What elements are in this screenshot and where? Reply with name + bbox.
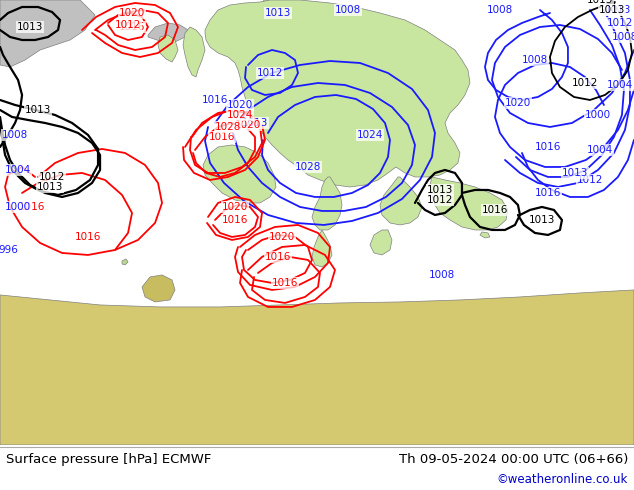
Polygon shape	[430, 177, 508, 230]
Polygon shape	[370, 230, 392, 255]
Text: 1020: 1020	[505, 98, 531, 108]
Polygon shape	[280, 93, 292, 110]
Text: 1020: 1020	[235, 120, 261, 130]
Text: 1016: 1016	[19, 202, 45, 212]
Text: 1013: 1013	[427, 185, 453, 195]
Text: 1016: 1016	[272, 278, 298, 288]
Text: 1016: 1016	[75, 232, 101, 242]
Polygon shape	[203, 145, 276, 203]
Text: 1013: 1013	[37, 182, 63, 192]
Text: 1024: 1024	[227, 110, 253, 120]
Polygon shape	[480, 232, 490, 238]
Polygon shape	[205, 0, 470, 187]
Text: 1012: 1012	[427, 195, 453, 205]
Text: 1016: 1016	[265, 252, 291, 262]
Polygon shape	[142, 275, 175, 302]
Text: 1013: 1013	[598, 5, 625, 15]
Text: Th 09-05-2024 00:00 UTC (06+66): Th 09-05-2024 00:00 UTC (06+66)	[399, 453, 628, 466]
Text: 1016: 1016	[202, 95, 228, 105]
Text: 1013: 1013	[242, 118, 268, 128]
Text: 1016: 1016	[482, 205, 508, 215]
Text: 1012: 1012	[577, 175, 603, 185]
Polygon shape	[312, 230, 332, 267]
Text: 1000: 1000	[5, 202, 31, 212]
Text: Surface pressure [hPa] ECMWF: Surface pressure [hPa] ECMWF	[6, 453, 211, 466]
Text: 1028: 1028	[295, 162, 321, 172]
Text: 1024: 1024	[357, 130, 383, 140]
Text: 1013: 1013	[586, 0, 613, 5]
Text: 1020: 1020	[119, 8, 145, 18]
Text: 1004: 1004	[5, 165, 31, 175]
Text: 1004: 1004	[607, 80, 633, 90]
Text: 1008: 1008	[487, 5, 513, 15]
Polygon shape	[183, 27, 205, 77]
Text: 1016: 1016	[222, 215, 248, 225]
Text: 1004: 1004	[587, 145, 613, 155]
Text: 1016: 1016	[534, 142, 561, 152]
Polygon shape	[300, 90, 360, 150]
Text: 1016: 1016	[209, 132, 235, 142]
Text: 1028: 1028	[215, 122, 241, 132]
Text: 1020: 1020	[222, 202, 248, 212]
Polygon shape	[158, 35, 178, 62]
Text: 1016: 1016	[534, 188, 561, 198]
Text: 1013: 1013	[605, 5, 631, 15]
Polygon shape	[0, 0, 95, 67]
Polygon shape	[192, 47, 198, 52]
Text: 1012: 1012	[39, 172, 65, 182]
Polygon shape	[380, 177, 422, 225]
Polygon shape	[258, 0, 322, 93]
Text: 1013: 1013	[25, 105, 51, 115]
Text: 996: 996	[0, 245, 18, 255]
Text: 1012: 1012	[257, 68, 283, 78]
Polygon shape	[148, 23, 188, 42]
Text: 1012: 1012	[607, 18, 633, 28]
Polygon shape	[0, 290, 634, 445]
Text: 1012: 1012	[572, 78, 598, 88]
Text: 1008: 1008	[429, 270, 455, 280]
Text: 1008: 1008	[335, 5, 361, 15]
Text: 1012: 1012	[115, 20, 141, 30]
Text: 1008: 1008	[2, 130, 28, 140]
Polygon shape	[312, 177, 342, 230]
Text: 1016: 1016	[119, 22, 145, 32]
Text: 1013: 1013	[562, 168, 588, 178]
Text: 1020: 1020	[269, 232, 295, 242]
Text: 1008: 1008	[612, 32, 634, 42]
Text: 1020: 1020	[227, 100, 253, 110]
Polygon shape	[122, 259, 128, 265]
Text: 1000: 1000	[585, 110, 611, 120]
Text: 1008: 1008	[522, 55, 548, 65]
Text: 1013: 1013	[265, 8, 291, 18]
Text: 1013: 1013	[17, 22, 43, 32]
Text: 1013: 1013	[529, 215, 555, 225]
Text: ©weatheronline.co.uk: ©weatheronline.co.uk	[496, 473, 628, 487]
